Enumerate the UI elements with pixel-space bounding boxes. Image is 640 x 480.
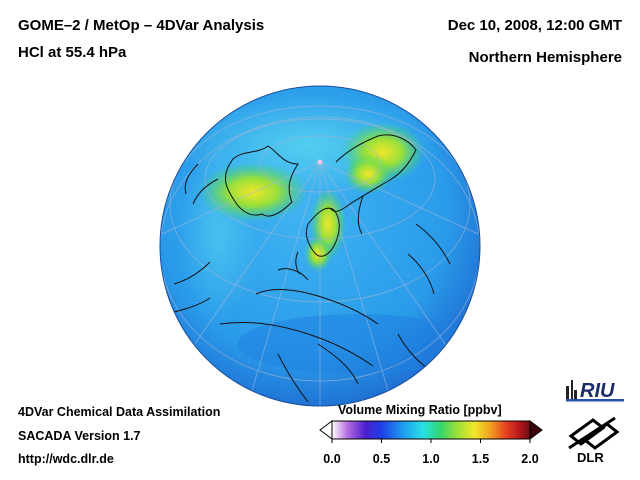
graticule xyxy=(160,105,480,406)
map-title: GOME–2 / MetOp – 4DVar Analysis xyxy=(18,17,265,34)
colorbar-min-arrow xyxy=(319,420,333,440)
colorbar-tick-4: 2.0 xyxy=(521,452,539,466)
map-date: Dec 10, 2008, 12:00 GMT xyxy=(447,17,622,34)
footer-assimilation: 4DVar Chemical Data Assimilation xyxy=(18,405,221,419)
globe-limb xyxy=(159,85,481,407)
north-pole-marker xyxy=(317,159,323,165)
footer-url[interactable]: http://wdc.dlr.de xyxy=(18,452,114,466)
colorbar-tick-1: 0.5 xyxy=(372,452,391,466)
colorbar-label: Volume Mixing Ratio [ppbv] xyxy=(338,403,502,417)
map-region: Northern Hemisphere xyxy=(468,49,622,66)
riu-logo-text: RIU xyxy=(580,380,615,402)
globe-map xyxy=(159,85,481,407)
colorbar-max-arrow xyxy=(529,420,543,440)
dlr-emblem-icon xyxy=(568,416,620,450)
colorbar xyxy=(319,420,543,443)
dlr-logo-text: DLR xyxy=(577,450,604,465)
riu-logo: RIU xyxy=(566,380,624,402)
colorbar-tick-3: 1.5 xyxy=(471,452,490,466)
footer-version: SACADA Version 1.7 xyxy=(18,429,141,443)
map-subtitle: HCl at 55.4 hPa xyxy=(18,44,127,61)
dlr-logo: DLR xyxy=(568,416,620,465)
colorbar-ramp xyxy=(331,420,531,440)
colorbar-tick-2: 1.0 xyxy=(422,452,440,466)
colorbar-tick-0: 0.0 xyxy=(323,452,341,466)
